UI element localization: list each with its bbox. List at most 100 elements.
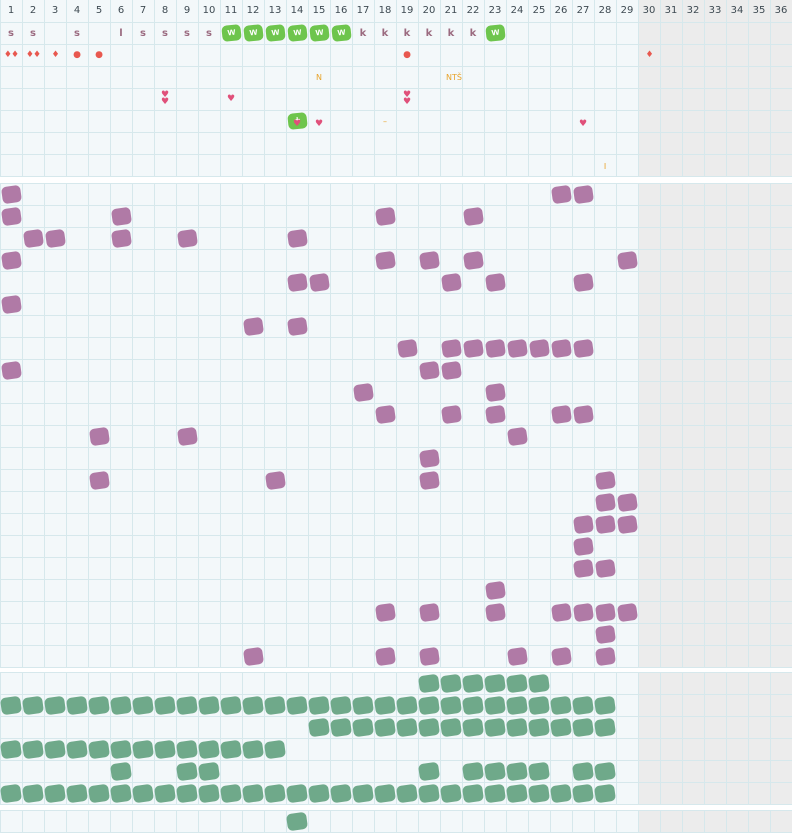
teal-block[interactable] xyxy=(0,738,23,760)
purple-block[interactable] xyxy=(418,359,440,381)
teal-block[interactable] xyxy=(307,694,331,716)
status-letter[interactable]: s xyxy=(176,22,198,44)
teal-block[interactable] xyxy=(373,694,397,716)
teal-block[interactable] xyxy=(549,694,573,716)
purple-block[interactable] xyxy=(418,645,440,667)
teal-block[interactable] xyxy=(21,782,45,804)
teal-block[interactable] xyxy=(395,782,419,804)
teal-block[interactable] xyxy=(329,782,353,804)
status-letter[interactable]: s xyxy=(22,22,44,44)
drop-icon[interactable]: ♦ xyxy=(638,44,660,66)
status-letter[interactable]: s xyxy=(0,22,22,44)
purple-block[interactable] xyxy=(616,491,638,513)
teal-block[interactable] xyxy=(197,738,221,760)
teal-block[interactable] xyxy=(417,716,441,738)
purple-block[interactable] xyxy=(242,645,264,667)
purple-block[interactable] xyxy=(396,337,418,359)
purple-block[interactable] xyxy=(572,337,594,359)
status-letter[interactable]: s xyxy=(198,22,220,44)
purple-block[interactable] xyxy=(528,337,550,359)
purple-block[interactable] xyxy=(572,557,594,579)
teal-block[interactable] xyxy=(439,716,463,738)
purple-block[interactable] xyxy=(176,425,198,447)
purple-block[interactable] xyxy=(506,645,528,667)
status-letter[interactable]: k xyxy=(440,22,462,44)
column-header[interactable]: 12 xyxy=(246,5,260,16)
teal-block[interactable] xyxy=(43,782,67,804)
teal-block[interactable] xyxy=(571,694,595,716)
teal-block[interactable] xyxy=(0,782,23,804)
purple-block[interactable] xyxy=(572,535,594,557)
purple-block[interactable] xyxy=(572,271,594,293)
heart-icon[interactable]: ♥ xyxy=(286,110,308,132)
column-header[interactable]: 34 xyxy=(730,5,744,16)
teal-block[interactable] xyxy=(109,782,133,804)
column-header[interactable]: 36 xyxy=(774,5,788,16)
heart-icon[interactable]: ♥ ♥ xyxy=(396,88,418,110)
purple-block[interactable] xyxy=(594,557,616,579)
teal-block[interactable] xyxy=(505,672,529,694)
column-header[interactable]: 32 xyxy=(686,5,700,16)
purple-block[interactable] xyxy=(110,205,132,227)
teal-block[interactable] xyxy=(197,782,221,804)
status-letter[interactable]: s xyxy=(154,22,176,44)
purple-block[interactable] xyxy=(572,513,594,535)
status-letter[interactable]: s xyxy=(66,22,88,44)
drop-icon[interactable]: ♦ xyxy=(44,44,66,66)
purple-block[interactable] xyxy=(550,601,572,623)
purple-block[interactable] xyxy=(110,227,132,249)
teal-block[interactable] xyxy=(505,760,529,782)
purple-block[interactable] xyxy=(484,579,506,601)
purple-block[interactable] xyxy=(594,645,616,667)
teal-block[interactable] xyxy=(329,716,353,738)
teal-block[interactable] xyxy=(87,694,111,716)
status-letter[interactable]: s xyxy=(132,22,154,44)
teal-block[interactable] xyxy=(197,760,221,782)
teal-block[interactable] xyxy=(241,738,265,760)
purple-block[interactable] xyxy=(0,249,22,271)
teal-block[interactable] xyxy=(87,782,111,804)
purple-block[interactable] xyxy=(484,271,506,293)
heart-icon[interactable]: ♥ ♥ xyxy=(154,88,176,110)
purple-block[interactable] xyxy=(616,249,638,271)
teal-block[interactable] xyxy=(175,738,199,760)
teal-block[interactable] xyxy=(395,716,419,738)
purple-block[interactable] xyxy=(572,403,594,425)
purple-block[interactable] xyxy=(594,601,616,623)
teal-block[interactable] xyxy=(505,694,529,716)
column-header[interactable]: 13 xyxy=(268,5,282,16)
purple-block[interactable] xyxy=(462,249,484,271)
teal-block[interactable] xyxy=(65,738,89,760)
purple-block[interactable] xyxy=(484,337,506,359)
teal-block[interactable] xyxy=(593,760,617,782)
purple-block[interactable] xyxy=(374,645,396,667)
purple-block[interactable] xyxy=(0,293,22,315)
teal-block[interactable] xyxy=(351,782,375,804)
purple-block[interactable] xyxy=(594,623,616,645)
purple-block[interactable] xyxy=(484,601,506,623)
teal-block[interactable] xyxy=(131,694,155,716)
dot-icon[interactable]: ● xyxy=(88,44,110,66)
column-header[interactable]: 7 xyxy=(139,5,147,16)
drop-icon[interactable]: ♦♦ xyxy=(0,44,22,66)
teal-block[interactable] xyxy=(307,782,331,804)
teal-block[interactable] xyxy=(21,738,45,760)
teal-block[interactable] xyxy=(593,694,617,716)
teal-block[interactable] xyxy=(505,782,529,804)
teal-block[interactable] xyxy=(197,694,221,716)
column-header[interactable]: 4 xyxy=(73,5,81,16)
teal-block[interactable] xyxy=(527,782,551,804)
teal-block[interactable] xyxy=(285,810,309,832)
purple-block[interactable] xyxy=(418,249,440,271)
teal-block[interactable] xyxy=(395,694,419,716)
purple-block[interactable] xyxy=(484,381,506,403)
teal-block[interactable] xyxy=(527,760,551,782)
purple-block[interactable] xyxy=(308,271,330,293)
work-badge[interactable]: w xyxy=(220,22,242,44)
column-header[interactable]: 22 xyxy=(466,5,480,16)
teal-block[interactable] xyxy=(131,782,155,804)
teal-block[interactable] xyxy=(417,672,441,694)
teal-block[interactable] xyxy=(483,694,507,716)
teal-block[interactable] xyxy=(43,694,67,716)
status-letter[interactable]: k xyxy=(352,22,374,44)
